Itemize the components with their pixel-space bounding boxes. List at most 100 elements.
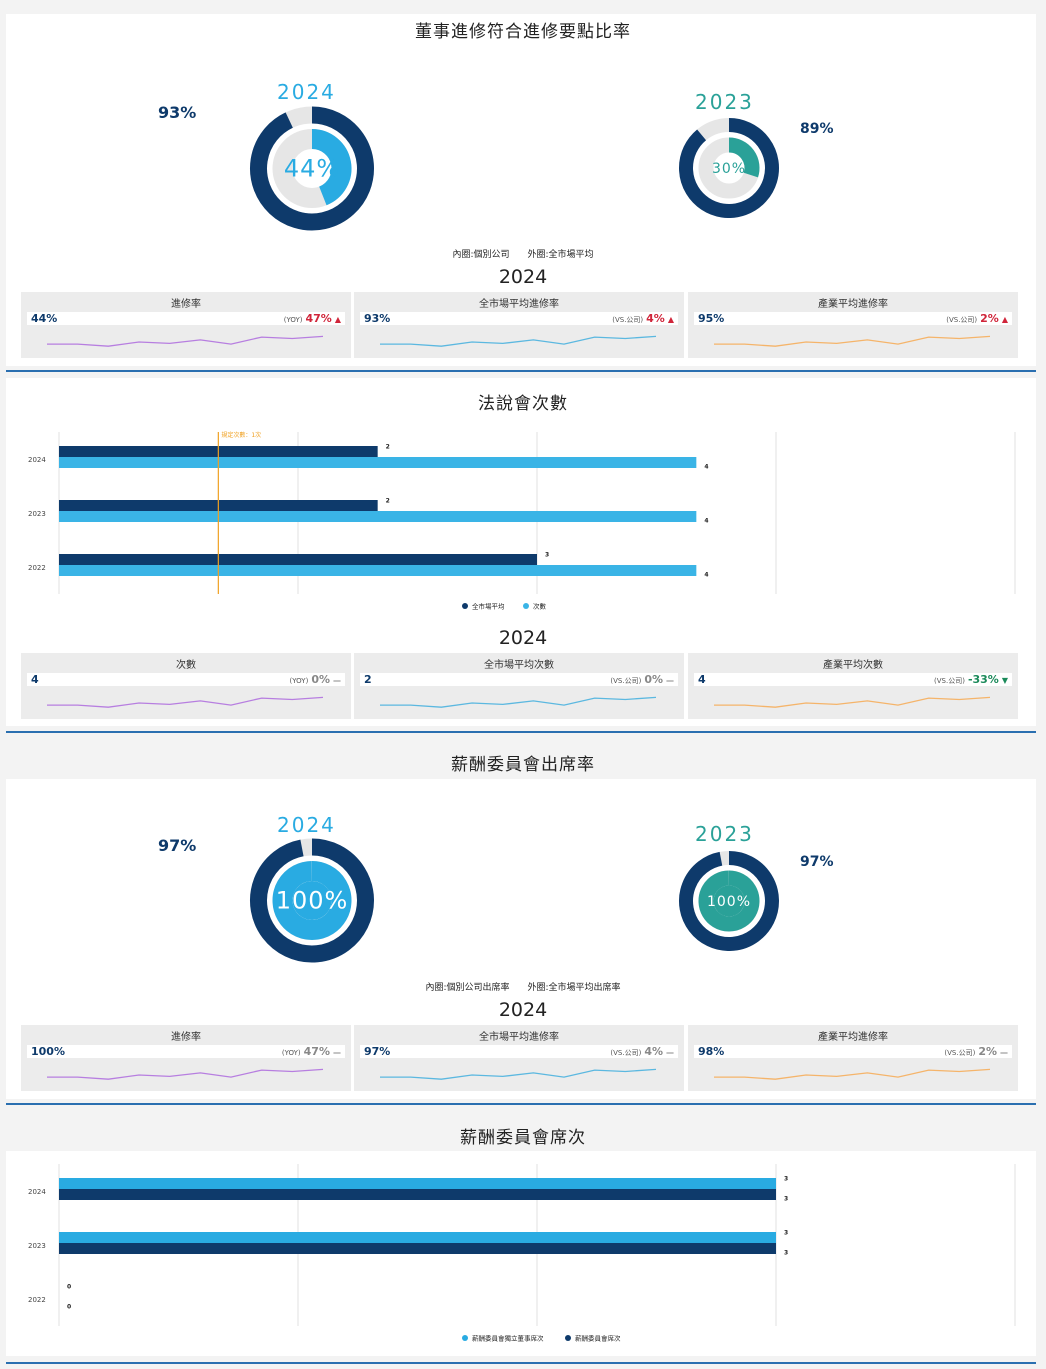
- attendance-title: 薪酬委員會出席率: [451, 755, 595, 775]
- training-card-rate: 進修率 44% (YOY) 47% ▲: [21, 292, 351, 358]
- attendance-left-year: 2024: [277, 813, 336, 837]
- bar: [59, 511, 697, 522]
- bar: [59, 554, 537, 565]
- meetings-bar-chart: 2024 3 3 2023 3 3 2022 0 0 薪酬委員會獨立董事席次 薪酬委員會席次: [28, 1164, 1016, 1343]
- y-tick-label: 2023: [28, 1242, 46, 1250]
- card-compare-label: (YOY): [283, 316, 303, 324]
- card-delta: 4%: [646, 312, 665, 325]
- data-label: 2: [386, 444, 390, 451]
- sparkline-path: [714, 335, 990, 347]
- trend-arrow-icon: —: [1000, 1048, 1008, 1057]
- attendance-stat-year: 2024: [498, 999, 548, 1021]
- sparkline-path: [47, 335, 323, 347]
- bar: [59, 1178, 776, 1189]
- bar: [59, 565, 697, 576]
- data-label: 3: [784, 1176, 788, 1183]
- section-divider: [6, 1362, 1036, 1364]
- sparkline: [380, 1068, 656, 1080]
- bar: [59, 1243, 776, 1254]
- inner-ring-arc: [728, 137, 760, 178]
- card-title: 全市場平均進修率: [479, 1032, 559, 1043]
- sparkline-path: [714, 1068, 990, 1080]
- section-divider: [6, 1103, 1036, 1105]
- trend-arrow-icon: ▲: [1001, 315, 1008, 324]
- inner-fill: [292, 881, 332, 920]
- attendance-card-market: 全市場平均進修率 97% (VS.公司) 4% —: [354, 1025, 684, 1091]
- training-card-industry: 產業平均進修率 95% (VS.公司) 2% ▲: [688, 292, 1018, 358]
- training-2023-donut: 30%: [679, 118, 779, 218]
- bar: [59, 457, 697, 468]
- card-title: 產業平均次數: [823, 660, 883, 671]
- data-label: 4: [704, 464, 708, 471]
- y-tick-label: 2024: [28, 1188, 46, 1196]
- card-title: 進修率: [171, 1032, 201, 1043]
- trend-arrow-icon: ▲: [334, 315, 341, 324]
- legend-label: 次數: [533, 602, 547, 611]
- card-value: 93%: [364, 312, 391, 325]
- bar: [59, 1189, 776, 1200]
- training-left-outer-value: 93%: [158, 103, 197, 122]
- card-title: 全市場平均進修率: [479, 299, 559, 310]
- attendance-2024-donut: 100%: [250, 838, 374, 963]
- sparkline-path: [47, 1068, 323, 1080]
- sparkline: [47, 696, 323, 708]
- card-title: 全市場平均次數: [484, 660, 554, 671]
- bar: [59, 1232, 776, 1243]
- legend-marker: [523, 603, 529, 609]
- center-value: 44%: [284, 155, 340, 183]
- meetings-title: 薪酬委員會席次: [460, 1128, 586, 1148]
- trend-arrow-icon: —: [666, 1048, 674, 1057]
- training-stat-year: 2024: [498, 266, 548, 288]
- trend-arrow-icon: ▼: [1001, 676, 1008, 685]
- legend-marker: [462, 1335, 468, 1341]
- card-delta: 4%: [644, 1045, 663, 1058]
- attendance-legend: 內圈:個別公司出席率 外圈:全市場平均出席率: [425, 983, 621, 993]
- card-compare-label: (YOY): [289, 677, 309, 685]
- y-tick-label: 2023: [28, 510, 46, 518]
- inner-ring-arc: [311, 129, 352, 206]
- sparkline: [714, 1068, 990, 1080]
- card-value: 44%: [31, 312, 58, 325]
- sparkline-path: [714, 696, 990, 708]
- card-delta: 47%: [303, 1045, 330, 1058]
- card-value: 4: [31, 673, 39, 686]
- attendance-card-industry: 產業平均進修率 98% (VS.公司) 2% —: [688, 1025, 1018, 1091]
- card-compare-label: (VS.公司): [612, 316, 644, 324]
- sparkline-path: [380, 1068, 656, 1080]
- reference-label: 規定次數：1次: [221, 431, 261, 439]
- attendance-right-year: 2023: [695, 822, 754, 846]
- conference-card-count: 次數 4 (YOY) 0% —: [21, 653, 351, 719]
- attendance-card-rate: 進修率 100% (YOY) 47% —: [21, 1025, 351, 1091]
- outer-ring-arc: [250, 106, 374, 231]
- section-divider: [6, 731, 1036, 733]
- y-tick-label: 2022: [28, 564, 46, 572]
- training-2024-donut: 44%: [250, 106, 374, 231]
- legend-marker: [462, 603, 468, 609]
- center-value: 100%: [707, 894, 751, 910]
- sparkline-path: [380, 696, 656, 708]
- inner-ring-arc: [272, 861, 352, 940]
- conference-card-market: 全市場平均次數 2 (VS.公司) 0% —: [354, 653, 684, 719]
- data-label: 4: [704, 572, 708, 579]
- sparkline: [380, 696, 656, 708]
- card-title: 產業平均進修率: [818, 299, 888, 310]
- training-legend: 內圈:個別公司 外圈:全市場平均: [452, 250, 594, 260]
- center-value: 100%: [276, 887, 349, 915]
- data-label: 3: [784, 1250, 788, 1257]
- conference-title: 法說會次數: [478, 394, 568, 414]
- card-delta: -33%: [967, 673, 999, 686]
- card-title: 產業平均進修率: [818, 1032, 888, 1043]
- data-label: 0: [67, 1304, 71, 1311]
- card-value: 98%: [698, 1045, 725, 1058]
- trend-arrow-icon: ▲: [667, 315, 674, 324]
- legend-label: 薪酬委員會席次: [575, 1334, 621, 1343]
- attendance-left-outer-value: 97%: [158, 836, 197, 855]
- legend-marker: [565, 1335, 571, 1341]
- sparkline: [47, 335, 323, 347]
- sparkline: [47, 1068, 323, 1080]
- trend-arrow-icon: —: [666, 676, 674, 685]
- attendance-2023-donut: 100%: [679, 851, 779, 951]
- card-value: 4: [698, 673, 706, 686]
- card-title: 次數: [176, 660, 196, 671]
